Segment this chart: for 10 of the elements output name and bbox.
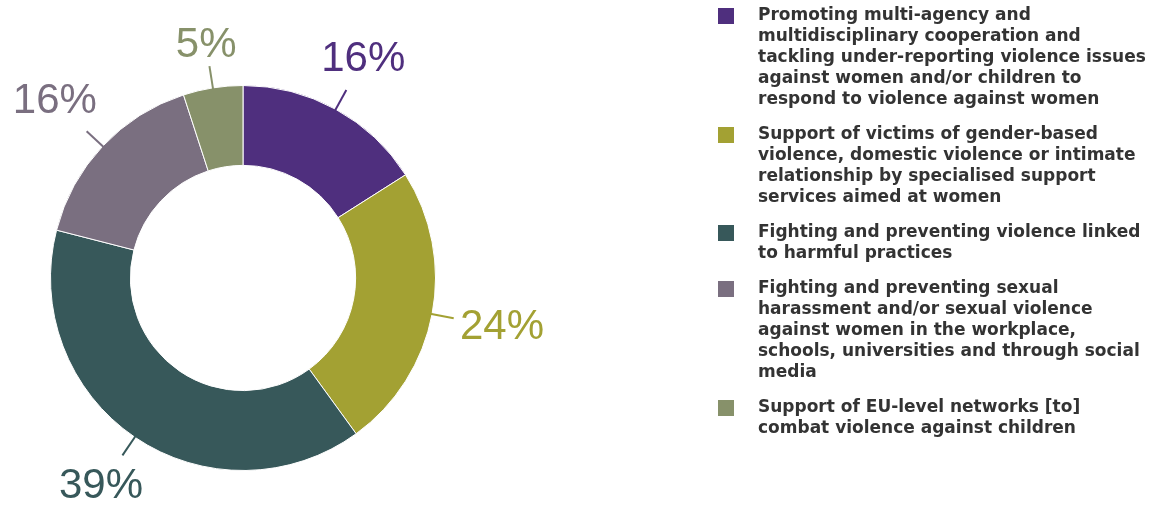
data-label: 16% xyxy=(321,32,406,80)
data-label: 16% xyxy=(12,74,97,122)
legend-label: Fighting and preventing violence linked to harmful practices xyxy=(758,221,1142,263)
data-label: 39% xyxy=(59,460,144,508)
data-label: 24% xyxy=(460,300,545,348)
legend-label: Support of victims of gender-based violence, domestic violence or intimate relationship by specialised support services aimed at women xyxy=(758,123,1137,207)
legend-label: Fighting and preventing sexual harassment and/or sexual violence against women in the workplace, schools, universities and through social media xyxy=(758,277,1141,382)
legend-label: Promoting multi-agency and multidisciplinary cooperation and tackling under-reporting violence issues against women and/or children to respond to violence against women xyxy=(758,4,1147,109)
data-label: 5% xyxy=(175,19,237,67)
legend-label: Support of EU-level networks [to] combat violence against children xyxy=(758,396,1082,438)
